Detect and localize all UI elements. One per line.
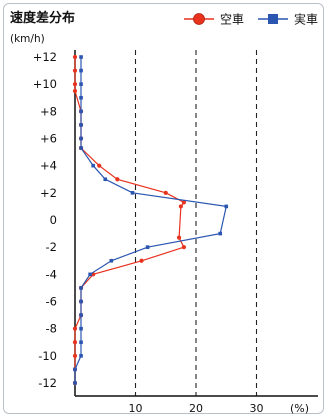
data-point-marker xyxy=(79,136,83,141)
x-tick-label: 20 xyxy=(189,402,203,415)
data-point-marker xyxy=(163,190,168,195)
legend: 空車 実車 xyxy=(184,12,318,27)
legend-label: 空車 xyxy=(220,13,244,27)
y-tick-label: +4 xyxy=(40,159,57,173)
y-axis-unit: (km/h) xyxy=(10,33,45,45)
legend-circle-marker xyxy=(193,13,205,25)
data-point-marker xyxy=(79,326,83,331)
data-point-marker xyxy=(79,313,83,317)
data-point-marker xyxy=(139,258,144,263)
y-tick-label: -2 xyxy=(46,240,57,254)
grid xyxy=(134,50,258,396)
y-tick-label: 0 xyxy=(50,213,57,227)
data-point-marker xyxy=(91,163,95,168)
data-point-marker xyxy=(176,235,182,240)
data-point-marker xyxy=(73,381,77,385)
y-tick-label: -8 xyxy=(46,322,57,336)
data-point-marker xyxy=(130,191,135,195)
data-point-marker xyxy=(72,68,78,73)
data-point-marker xyxy=(97,163,102,168)
data-point-marker xyxy=(79,354,83,358)
chart-title: 速度差分布 xyxy=(10,10,75,26)
x-axis-unit: (%) xyxy=(290,402,309,415)
data-point-marker xyxy=(224,204,229,209)
legend-square-marker xyxy=(268,14,278,24)
data-point-marker xyxy=(218,231,222,236)
data-point-marker xyxy=(79,95,83,100)
data-point-marker xyxy=(72,340,78,345)
data-point-marker xyxy=(79,340,83,345)
data-point-marker xyxy=(73,367,77,372)
data-point-marker xyxy=(79,109,83,114)
data-point-marker xyxy=(79,146,83,150)
data-point-marker xyxy=(79,68,83,73)
y-tick-label: -4 xyxy=(46,267,57,281)
y-tick-label: +2 xyxy=(40,186,57,200)
series-line-0 xyxy=(74,57,185,383)
y-tick-label: +12 xyxy=(33,50,57,64)
x-tick-label: 30 xyxy=(250,402,264,415)
data-point-marker xyxy=(72,54,78,60)
data-point-marker xyxy=(79,82,83,86)
y-tick-label: +6 xyxy=(40,132,57,146)
data-point-marker xyxy=(181,245,186,250)
legend-label: 実車 xyxy=(294,12,318,27)
data-point-marker xyxy=(79,299,83,304)
data-point-marker xyxy=(115,177,120,182)
data-point-marker xyxy=(109,258,114,263)
series-line-1 xyxy=(74,57,228,383)
y-tick-label: -12 xyxy=(38,376,57,390)
y-tick-label: +10 xyxy=(33,77,57,91)
data-point-marker xyxy=(79,55,83,59)
data-point-marker xyxy=(178,204,183,209)
data-point-marker xyxy=(181,200,186,205)
data-point-marker xyxy=(79,123,83,127)
y-tick-label: +8 xyxy=(40,104,57,118)
data-point-marker xyxy=(72,88,78,94)
data-point-marker xyxy=(72,353,78,358)
data-point-marker xyxy=(88,272,92,277)
x-tick-label: 10 xyxy=(129,402,143,415)
y-tick-label: -6 xyxy=(46,295,57,309)
data-point-marker xyxy=(145,245,150,249)
data-point-marker xyxy=(72,326,78,331)
data-point-marker xyxy=(103,177,108,182)
y-tick-label: -10 xyxy=(38,349,57,363)
chart-frame xyxy=(3,3,324,414)
data-point-marker xyxy=(79,286,83,290)
data-point-marker xyxy=(72,82,78,87)
series xyxy=(72,54,229,386)
